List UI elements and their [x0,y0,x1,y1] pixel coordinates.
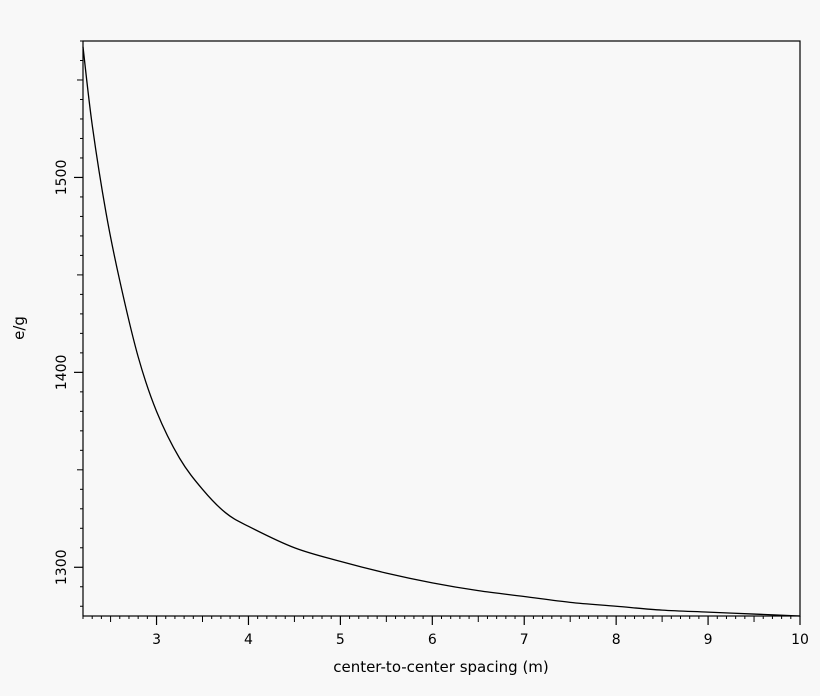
y-axis-ticks: 1300 1400 1500 [54,40,83,607]
x-tick-label: 8 [612,632,621,648]
x-tick-label: 5 [336,632,345,648]
x-tick-label: 9 [704,632,713,648]
x-axis-label: center-to-center spacing (m) [333,658,549,676]
x-tick-label: 10 [791,632,809,648]
x-tick-label: 7 [520,632,529,648]
y-tick-label: 1500 [54,160,70,196]
y-tick-label: 1300 [54,549,70,585]
y-axis-label: e/g [10,316,28,340]
y-tick-label: 1400 [54,355,70,391]
plot-area [82,40,801,617]
x-tick-label: 6 [428,632,437,648]
x-axis-ticks: 3 4 5 6 7 8 9 10 [82,616,809,648]
series-lines [82,46,801,617]
x-tick-label: 3 [152,632,161,648]
series-line [82,46,801,617]
x-tick-label: 4 [244,632,253,648]
